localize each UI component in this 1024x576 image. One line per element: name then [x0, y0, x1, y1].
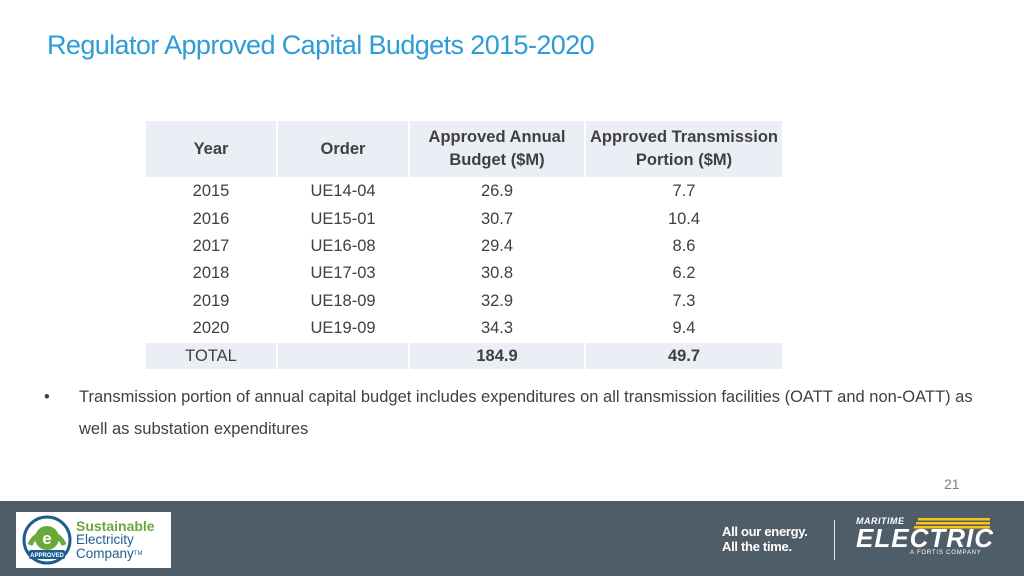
- cell-year: 2016: [146, 205, 278, 234]
- table-row: 2020 UE19-09 34.3 9.4: [146, 314, 782, 344]
- capital-budget-table: Year Order Approved Annual Budget ($M) Ap…: [146, 121, 782, 371]
- tagline-line1: All our energy.: [722, 524, 808, 539]
- table-row: 2015 UE14-04 26.9 7.7: [146, 178, 782, 207]
- brand-sub-text: A FORTIS COMPANY: [910, 550, 982, 556]
- bullet-item: • Transmission portion of annual capital…: [44, 381, 994, 445]
- cell-transmission: 6.2: [585, 260, 782, 289]
- header-year: Year: [146, 121, 278, 179]
- cell-budget: 30.8: [409, 260, 586, 289]
- footer-divider: [834, 520, 835, 560]
- cell-year: 2018: [146, 260, 278, 289]
- header-approved-annual-budget: Approved Annual Budget ($M): [409, 121, 586, 179]
- cell-order: UE19-09: [277, 314, 410, 344]
- total-transmission: 49.7: [585, 342, 782, 371]
- approved-badge-icon: e APPROVED: [22, 515, 72, 565]
- table-row: 2018 UE17-03 30.8 6.2: [146, 260, 782, 289]
- brand-small-text: MARITIME: [856, 516, 905, 526]
- sec-logo-line1: Sustainable: [76, 518, 155, 534]
- tagline-line2: All the time.: [722, 539, 792, 554]
- brand-stripes-icon: [914, 518, 990, 529]
- cell-year: 2017: [146, 232, 278, 262]
- slide-title: Regulator Approved Capital Budgets 2015-…: [47, 30, 595, 60]
- cell-budget: 29.4: [409, 232, 586, 262]
- svg-text:e: e: [42, 529, 51, 548]
- cell-order: UE15-01: [277, 205, 410, 234]
- total-budget: 184.9: [409, 342, 586, 371]
- cell-order: UE14-04: [277, 178, 410, 207]
- maritime-electric-logo: MARITIME ELECTRIC A FORTIS COMPANY: [856, 516, 994, 556]
- sec-logo-line2: Electricity: [76, 532, 134, 547]
- tagline: All our energy. All the time.: [722, 524, 808, 554]
- sec-logo-text: Sustainable Electricity CompanyTM: [76, 519, 155, 561]
- cell-year: 2015: [146, 178, 278, 207]
- cell-budget: 26.9: [409, 178, 586, 207]
- table-row: 2019 UE18-09 32.9 7.3: [146, 287, 782, 316]
- cell-transmission: 7.7: [585, 178, 782, 207]
- total-label: TOTAL: [146, 342, 278, 371]
- cell-transmission: 8.6: [585, 232, 782, 262]
- bullet-marker: •: [44, 388, 50, 406]
- table-header-row: Year Order Approved Annual Budget ($M) Ap…: [146, 121, 782, 179]
- header-order: Order: [277, 121, 410, 179]
- sec-logo-line3: CompanyTM: [76, 546, 143, 561]
- svg-text:APPROVED: APPROVED: [30, 553, 64, 559]
- cell-order: UE16-08: [277, 232, 410, 262]
- sustainable-electricity-company-logo: e APPROVED Sustainable Electricity Compa…: [16, 512, 171, 568]
- brand-big-text: ELECTRIC: [856, 523, 994, 553]
- cell-transmission: 7.3: [585, 287, 782, 316]
- cell-budget: 32.9: [409, 287, 586, 316]
- bullet-text: Transmission portion of annual capital b…: [79, 388, 973, 438]
- cell-order: UE18-09: [277, 287, 410, 316]
- header-approved-transmission-portion: Approved Transmission Portion ($M): [585, 121, 782, 179]
- page-number: 21: [944, 476, 960, 492]
- cell-transmission: 10.4: [585, 205, 782, 234]
- table-total-row: TOTAL 184.9 49.7: [146, 342, 782, 371]
- cell-budget: 30.7: [409, 205, 586, 234]
- cell-transmission: 9.4: [585, 314, 782, 344]
- total-order: [277, 342, 410, 371]
- table-row: 2016 UE15-01 30.7 10.4: [146, 205, 782, 234]
- table-row: 2017 UE16-08 29.4 8.6: [146, 232, 782, 262]
- cell-budget: 34.3: [409, 314, 586, 344]
- cell-year: 2020: [146, 314, 278, 344]
- cell-year: 2019: [146, 287, 278, 316]
- cell-order: UE17-03: [277, 260, 410, 289]
- footer-bar: e APPROVED Sustainable Electricity Compa…: [0, 501, 1024, 576]
